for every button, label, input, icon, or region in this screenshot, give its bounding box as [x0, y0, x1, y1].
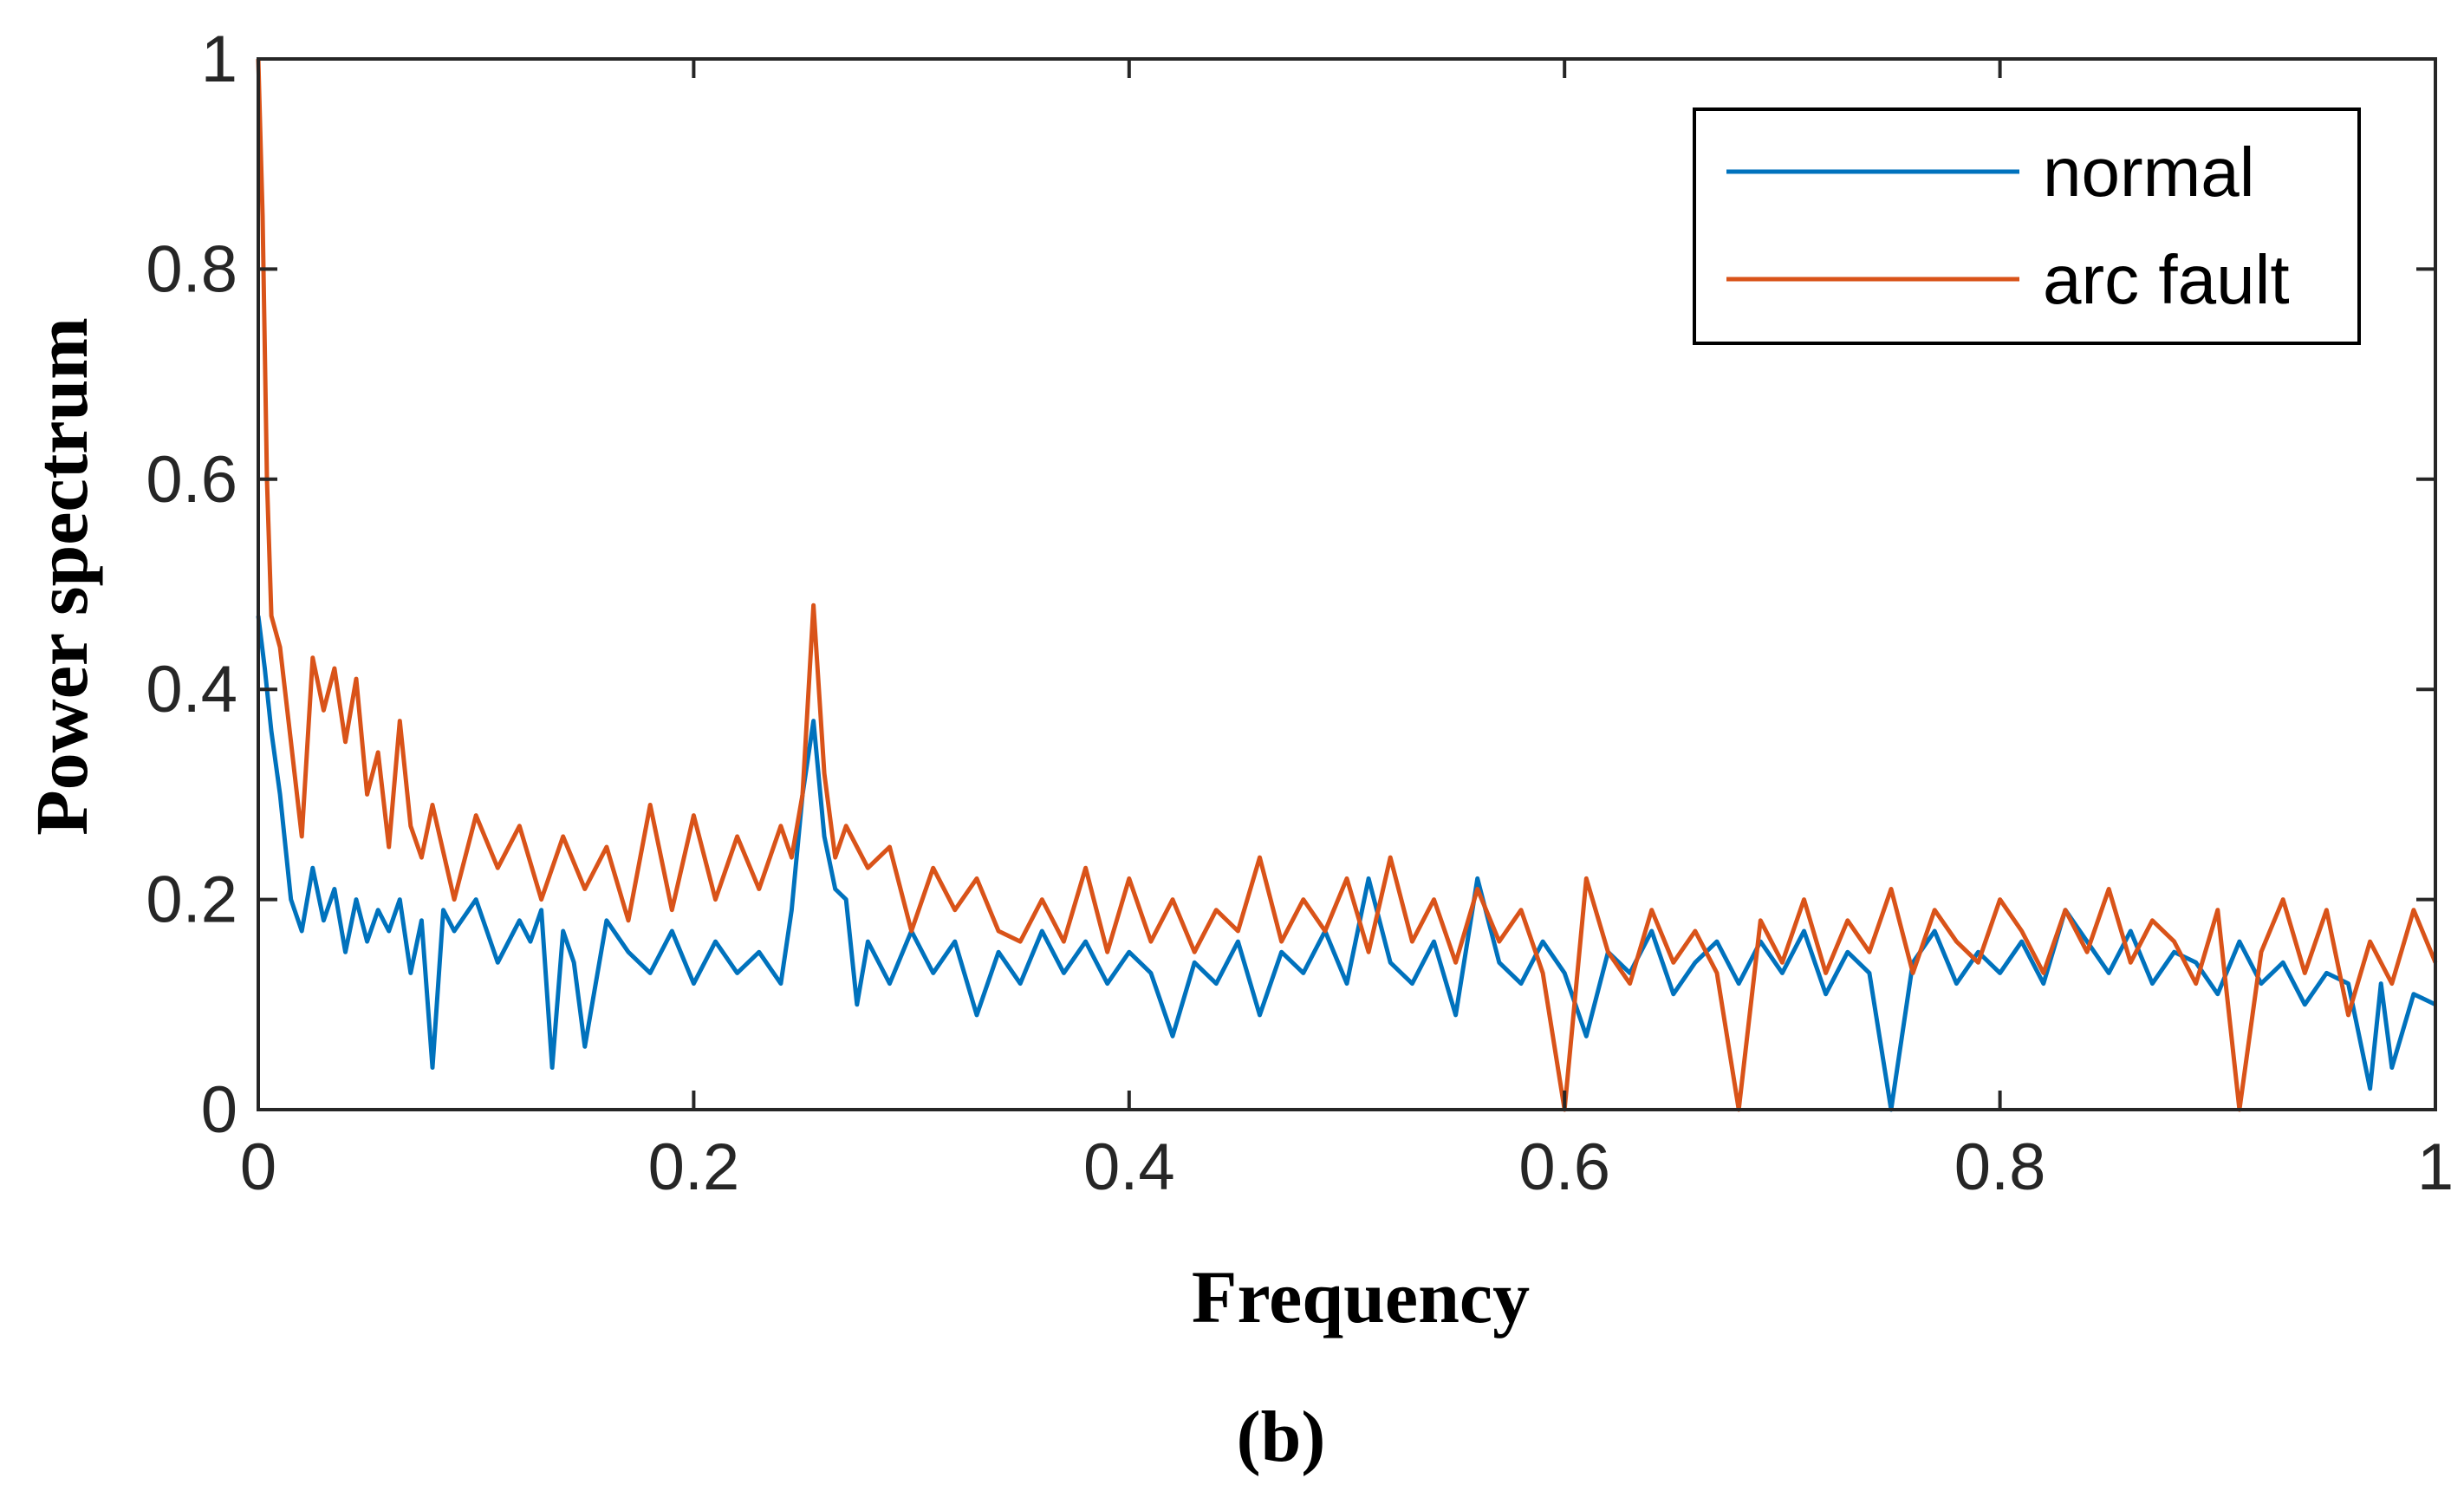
y-tick-label: 0	[201, 1073, 237, 1147]
legend: normal arc fault	[1693, 107, 2361, 345]
y-tick-label: 0.6	[146, 443, 237, 517]
y-axis-title: Power spectrum	[20, 317, 103, 836]
x-tick-label: 0.2	[648, 1130, 740, 1204]
legend-box	[1693, 107, 2361, 345]
x-tick-label: 1	[2417, 1130, 2454, 1204]
x-tick-label: 0.6	[1518, 1130, 1610, 1204]
y-tick-label: 0.2	[146, 863, 237, 937]
legend-label-arc-fault: arc fault	[2043, 241, 2290, 318]
ticks-layer: 0 0.2 0.4 0.6 0.8 1 0 0.2 0.4 0.6 0.8 1	[146, 23, 2454, 1204]
series-line-arc-fault	[256, 58, 2438, 1112]
x-tick-label: 0.4	[1083, 1130, 1175, 1204]
x-tick-label: 0	[240, 1130, 276, 1204]
legend-label-normal: normal	[2043, 134, 2255, 211]
y-tick-label: 0.4	[146, 653, 237, 726]
series-layer	[256, 58, 2438, 1112]
x-axis-title: Frequency	[1192, 1255, 1530, 1338]
y-tick-label: 0.8	[146, 232, 237, 306]
series-line-normal	[256, 615, 2437, 1112]
y-tick-label: 1	[201, 23, 237, 96]
x-tick-label: 0.8	[1954, 1130, 2046, 1204]
plot-area-frame	[257, 57, 2437, 1111]
panel-label: (b)	[1237, 1397, 1326, 1477]
